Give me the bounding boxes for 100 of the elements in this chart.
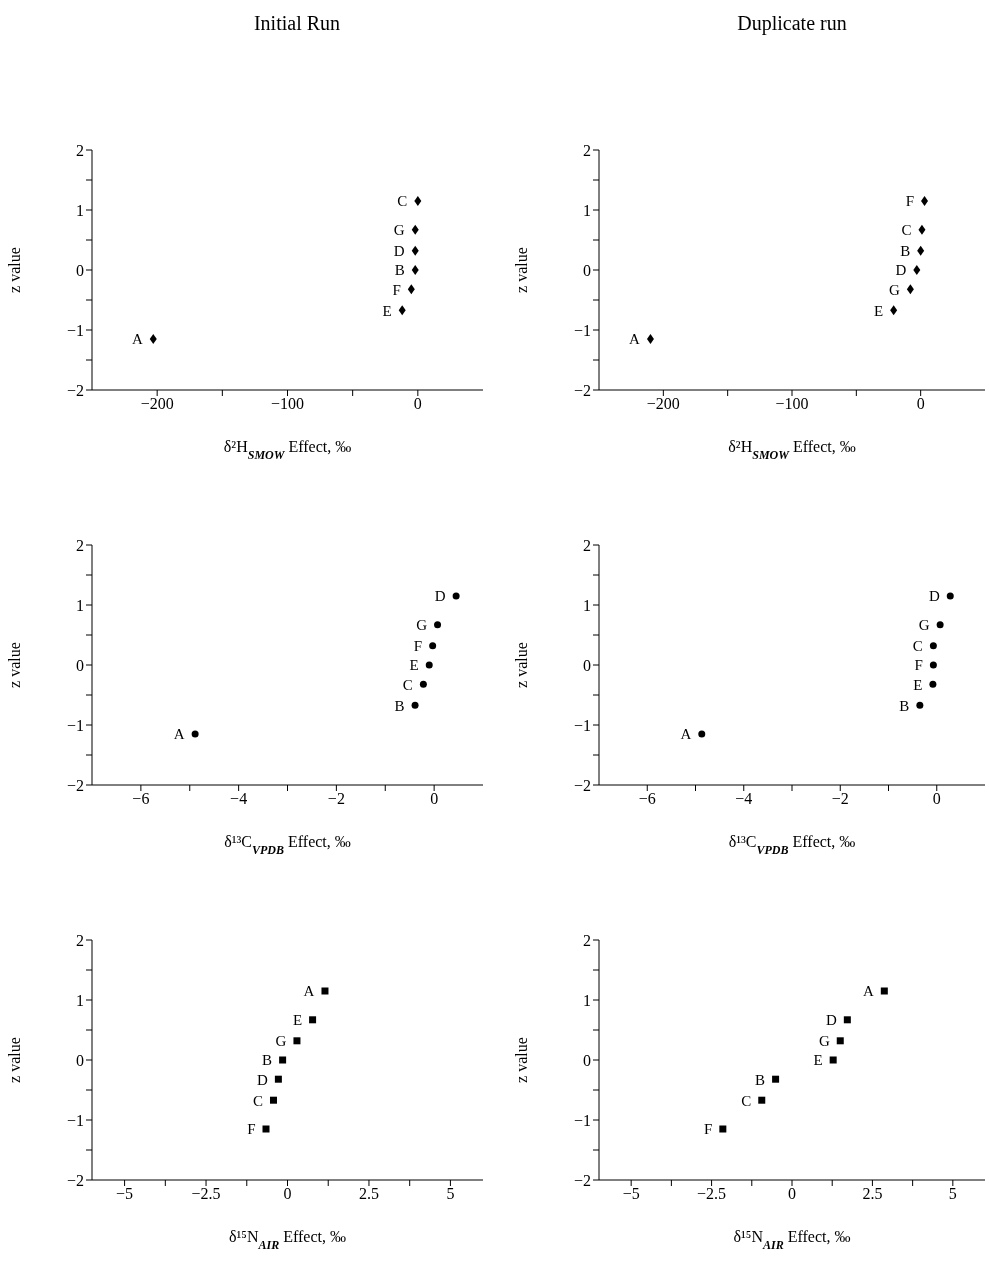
data-label: C — [741, 1092, 752, 1109]
point — [411, 701, 419, 709]
point — [836, 1037, 844, 1045]
y-tick-label: −1 — [573, 321, 591, 339]
y-tick-label: 2 — [583, 536, 591, 554]
point — [772, 1075, 780, 1083]
point — [411, 265, 419, 275]
point — [434, 621, 442, 629]
data-label: G — [393, 222, 405, 239]
data-label: A — [131, 331, 143, 348]
data-label: C — [912, 638, 923, 655]
data-label: A — [303, 983, 315, 1000]
y-tick-label: 0 — [76, 261, 84, 279]
data-label: D — [434, 588, 446, 605]
point — [269, 1096, 277, 1104]
x-tick-label: −2.5 — [697, 1185, 727, 1203]
data-label: F — [905, 193, 915, 210]
data-label: E — [913, 676, 923, 693]
data-label: A — [680, 726, 692, 743]
y-tick-label: −1 — [573, 1111, 591, 1129]
data-label: A — [629, 331, 641, 348]
y-tick-label: 1 — [583, 201, 591, 219]
y-tick-label: 2 — [583, 141, 591, 159]
chart-title: Duplicate run — [736, 12, 848, 35]
y-tick-label: 0 — [76, 656, 84, 674]
point — [411, 245, 419, 256]
data-label: G — [918, 617, 930, 634]
y-tick-label: 1 — [76, 596, 84, 614]
x-axis-title: δ¹⁵N$_{AIR}$ Effect, ‰ — [733, 1228, 851, 1252]
x-tick-label: −200 — [140, 395, 174, 413]
x-axis-title: δ¹³C$_{VPDB}$ Effect, ‰ — [224, 833, 351, 857]
data-label: E — [813, 1052, 823, 1069]
x-tick-label: −5 — [116, 1185, 134, 1203]
y-tick-label: 2 — [76, 536, 84, 554]
point — [946, 592, 954, 600]
x-tick-label: 0 — [430, 790, 439, 808]
data-label: B — [755, 1071, 766, 1088]
data-label: D — [825, 1012, 837, 1029]
x-axis-title: δ²H$_{SMOW}$ Effect, ‰ — [223, 438, 352, 462]
y-tick-label: 2 — [583, 931, 591, 949]
y-axis-title: z value — [513, 642, 530, 688]
data-label: G — [889, 281, 901, 298]
point — [880, 987, 888, 995]
y-tick-label: −2 — [573, 1171, 591, 1189]
x-tick-label: −5 — [622, 1185, 640, 1203]
x-tick-label: −6 — [638, 790, 656, 808]
point — [646, 334, 654, 344]
data-label: A — [173, 726, 185, 743]
y-tick-label: 1 — [76, 991, 84, 1009]
y-tick-label: −1 — [66, 716, 84, 734]
data-label: D — [895, 262, 907, 279]
y-tick-label: 0 — [583, 261, 591, 279]
data-label: E — [292, 1012, 303, 1029]
data-label: E — [382, 302, 392, 319]
y-axis-title: z value — [6, 247, 23, 293]
x-tick-label: −4 — [735, 790, 753, 808]
y-tick-label: −2 — [66, 776, 84, 794]
point — [321, 987, 329, 995]
x-tick-label: −2.5 — [191, 1185, 221, 1203]
y-tick-label: −2 — [66, 381, 84, 399]
x-tick-label: −100 — [775, 395, 809, 413]
y-tick-label: −1 — [66, 1111, 84, 1129]
point — [429, 642, 437, 650]
point — [414, 196, 422, 206]
data-label: E — [873, 302, 884, 319]
point — [309, 1016, 317, 1024]
point — [929, 642, 937, 650]
point — [906, 284, 914, 295]
x-tick-label: −200 — [646, 395, 680, 413]
x-tick-label: 2.5 — [358, 1185, 379, 1203]
data-label: D — [257, 1071, 269, 1088]
data-label: F — [247, 1121, 256, 1138]
point — [890, 305, 898, 316]
y-tick-label: 2 — [76, 141, 84, 159]
y-tick-label: 2 — [76, 931, 84, 949]
data-label: G — [416, 617, 428, 634]
y-tick-label: 0 — [583, 656, 591, 674]
y-tick-label: 1 — [583, 991, 591, 1009]
y-axis-title: z value — [6, 642, 23, 688]
point — [918, 224, 926, 235]
point — [262, 1125, 270, 1133]
data-label: A — [862, 983, 874, 1000]
data-label: F — [914, 657, 923, 674]
data-label: D — [393, 243, 405, 260]
point — [398, 305, 406, 316]
y-tick-label: 1 — [76, 201, 84, 219]
x-tick-label: 2.5 — [862, 1185, 883, 1203]
point — [191, 730, 199, 738]
y-tick-label: −2 — [66, 1171, 84, 1189]
x-axis-title: δ²H$_{SMOW}$ Effect, ‰ — [728, 438, 856, 462]
point — [407, 284, 415, 295]
x-tick-label: 0 — [283, 1185, 292, 1203]
data-label: G — [275, 1033, 287, 1050]
point — [929, 680, 937, 688]
point — [916, 701, 924, 709]
y-tick-label: −2 — [573, 776, 591, 794]
y-tick-label: 1 — [583, 596, 591, 614]
x-tick-label: −6 — [132, 790, 150, 808]
y-tick-label: −2 — [573, 381, 591, 399]
data-label: F — [392, 281, 401, 298]
